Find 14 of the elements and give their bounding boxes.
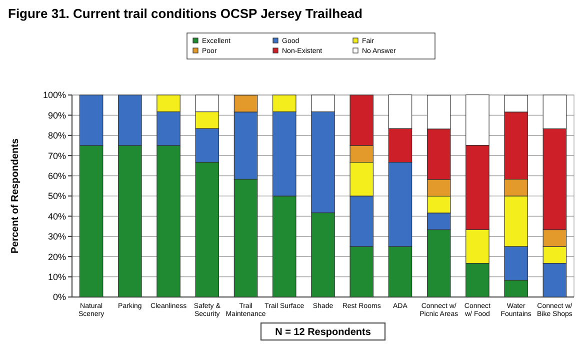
y-tick-label: 40%	[48, 211, 66, 222]
y-tick-label: 80%	[48, 130, 66, 141]
text: N = 12 Respondents	[275, 327, 372, 338]
y-tick-label: 90%	[48, 110, 66, 120]
y-tick-label: 20%	[48, 252, 66, 262]
y-tick-label: 50%	[48, 191, 66, 202]
chart-title: Figure 31. Current trail conditions OCSP Jersey Trailhead	[8, 6, 363, 21]
y-tick-label: 30%	[48, 232, 66, 242]
y-tick-label: 0%	[52, 292, 66, 302]
y-tick-label: 10%	[48, 272, 66, 282]
y-axis-title: Percent of Respondents	[10, 138, 21, 254]
y-tick-label: 70%	[48, 150, 66, 161]
y-tick-label: 100%	[42, 90, 66, 100]
y-tick-label: 60%	[48, 170, 66, 181]
